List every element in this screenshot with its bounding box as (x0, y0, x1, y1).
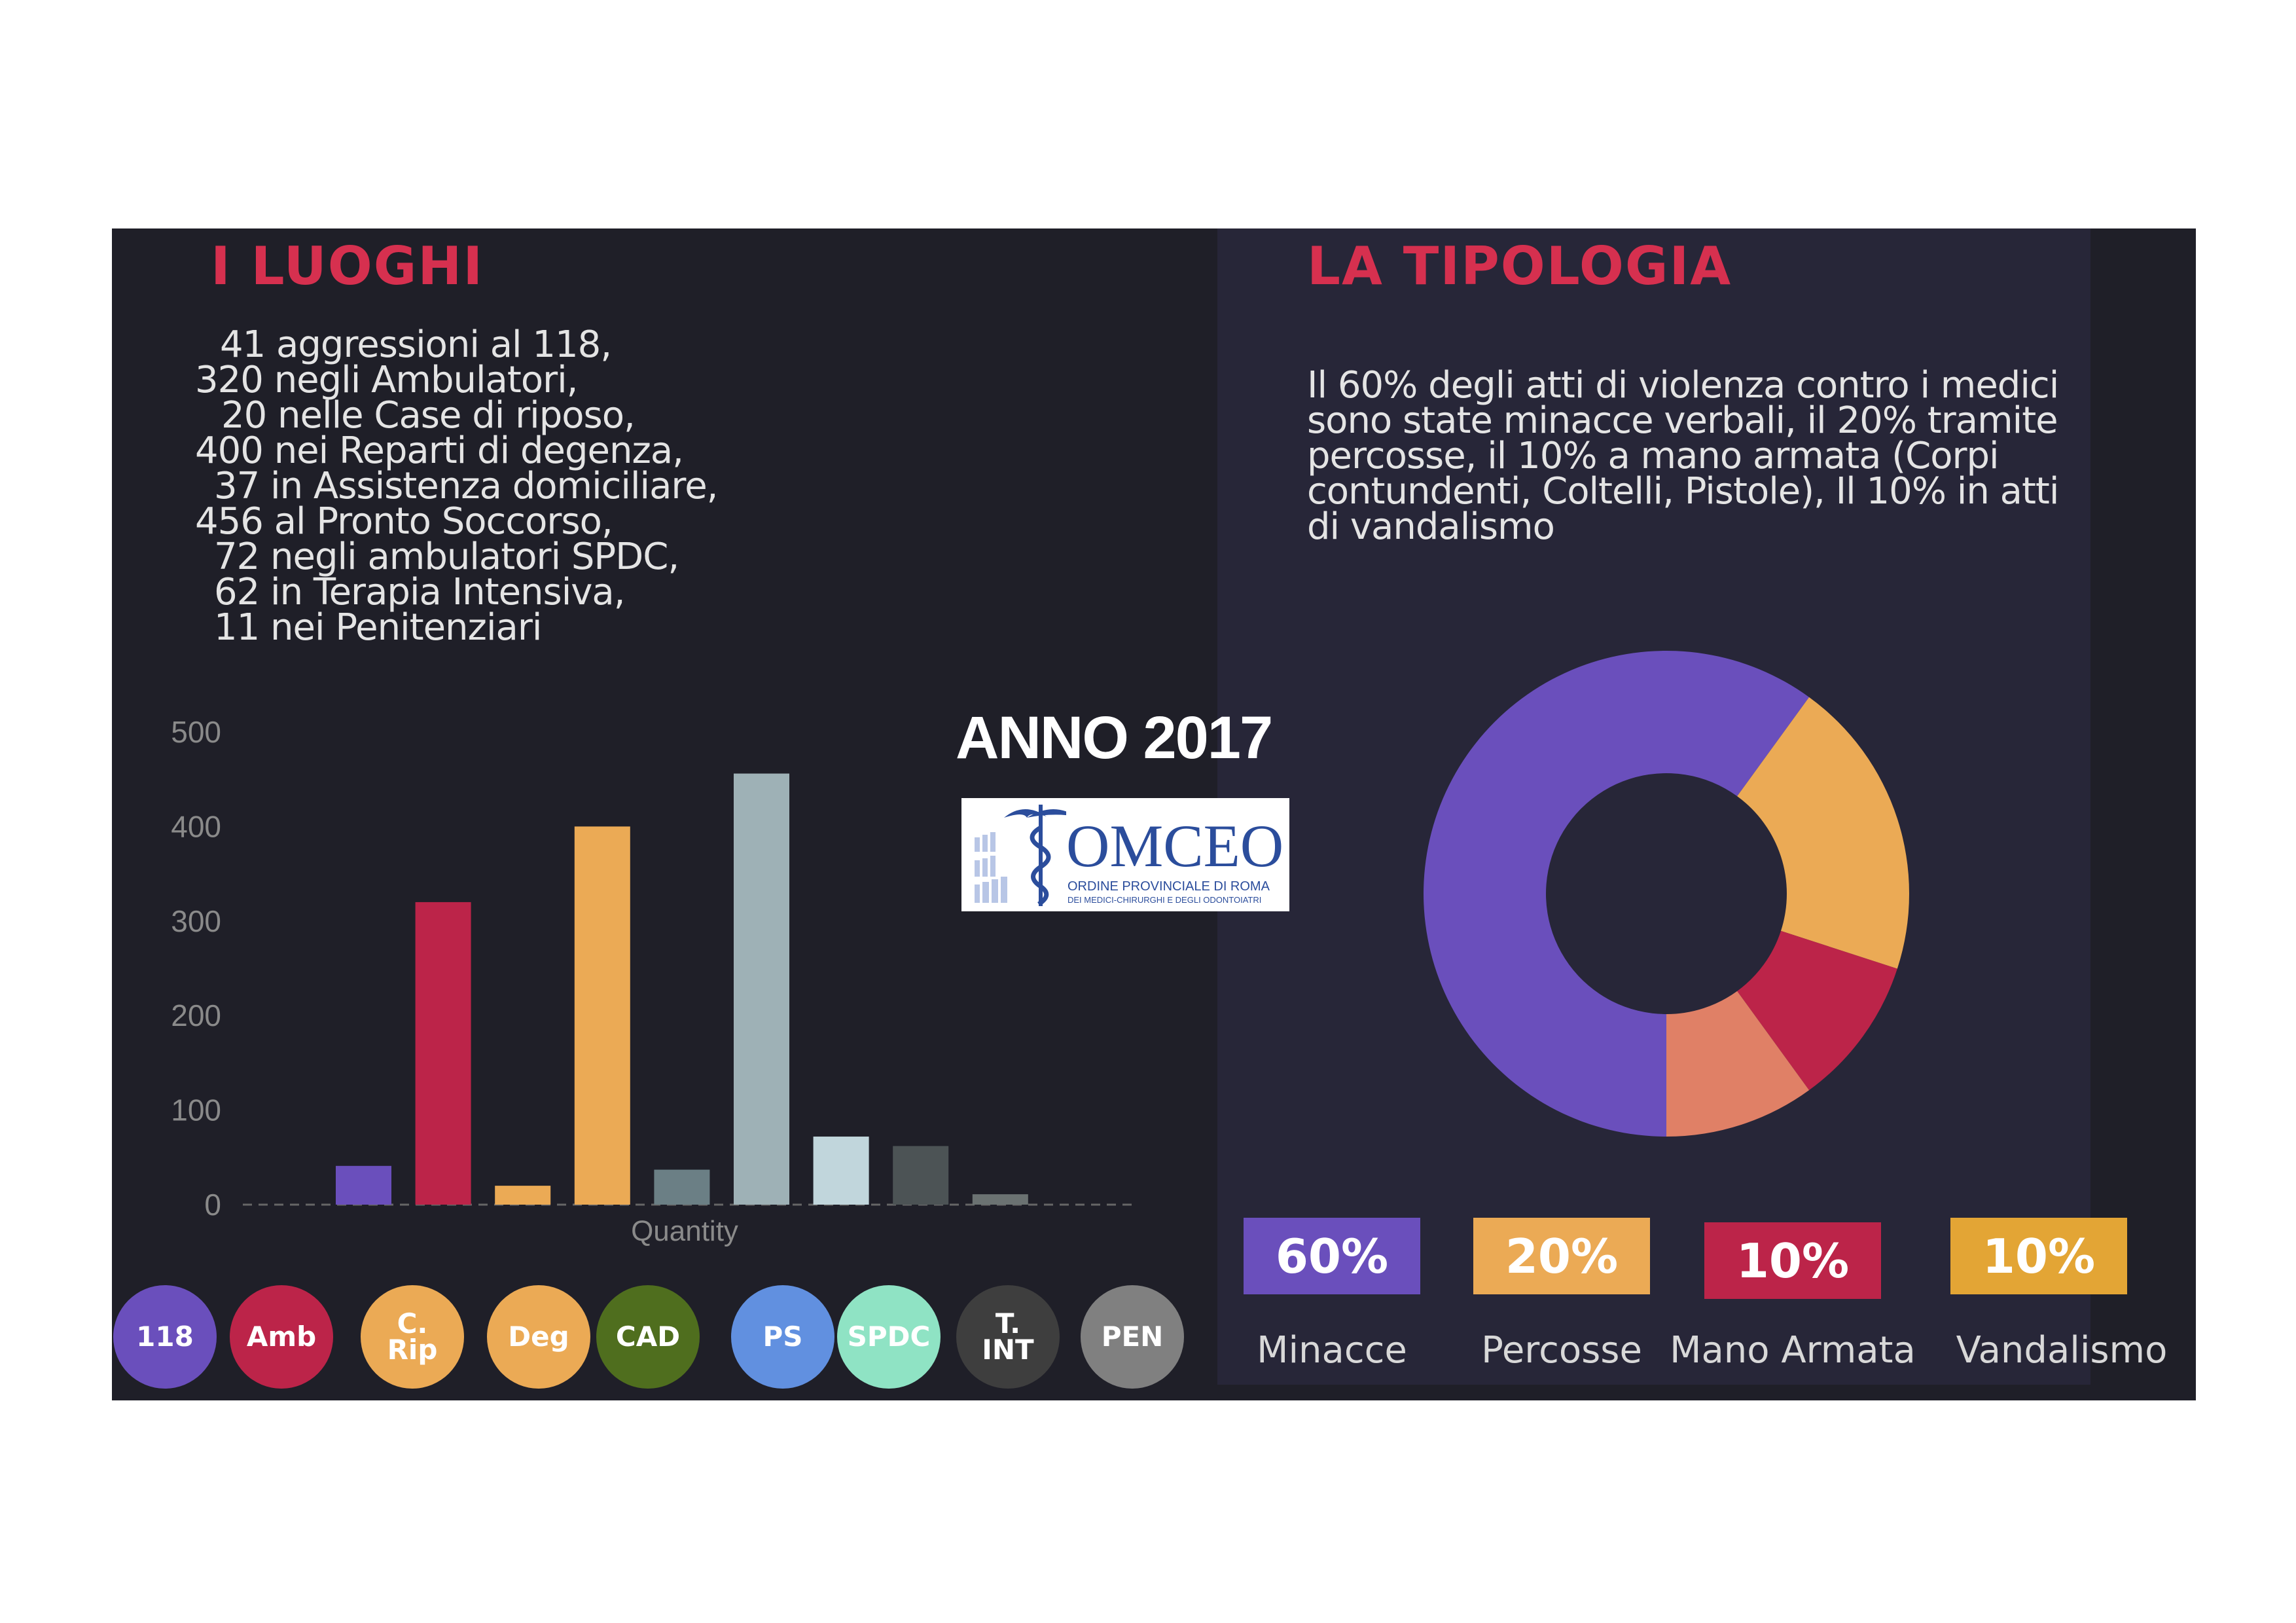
bar-amb (415, 902, 471, 1205)
luoghi-line: 20 nelle Case di riposo, (221, 394, 636, 437)
bar-spdc (813, 1137, 869, 1205)
x-axis-label: Quantity (631, 1215, 738, 1247)
bar-tint (893, 1146, 949, 1205)
legend-badge: SPDC (837, 1285, 941, 1389)
percent-box: 20% (1473, 1218, 1650, 1294)
luoghi-line: 400 nei Reparti di degenza, (195, 429, 684, 472)
year-label: ANNO 2017 (956, 704, 1273, 771)
donut-slice-vandalismo (1666, 991, 1810, 1137)
tipologia-title: LA TIPOLOGIA (1307, 236, 1732, 297)
legend-badge: PS (731, 1285, 834, 1389)
y-tick-label: 400 (171, 809, 221, 843)
percent-box: 10% (1950, 1218, 2127, 1294)
luoghi-text: 41 aggressioni al 118, 320 negli Ambulat… (195, 323, 718, 649)
y-tick-label: 0 (204, 1188, 221, 1222)
luoghi-line: 62 in Terapia Intensiva, (214, 571, 626, 613)
luoghi-line: 11 nei Penitenziari (214, 606, 542, 649)
y-tick-label: 500 (171, 715, 221, 749)
percent-label: Minacce (1257, 1329, 1407, 1372)
logo-name: OMCEO (1066, 812, 1284, 879)
legend-badge: PEN (1081, 1285, 1184, 1389)
donut-slice-minacce (1424, 650, 1810, 1137)
legend-badge: CAD (596, 1285, 700, 1389)
legend-badge: C. Rip (361, 1285, 464, 1389)
percent-label: Mano Armata (1670, 1329, 1916, 1372)
legend-badge: T. INT (956, 1285, 1060, 1389)
luoghi-line: 41 aggressioni al 118, (220, 323, 612, 366)
donut-slice-percosse (1737, 697, 1909, 969)
y-tick-label: 200 (171, 998, 221, 1032)
bar-pen (972, 1194, 1028, 1205)
percent-box: 60% (1244, 1218, 1420, 1294)
percent-label: Vandalismo (1956, 1329, 2168, 1372)
luoghi-line: 37 in Assistenza domiciliare, (214, 465, 718, 507)
luoghi-line: 72 negli ambulatori SPDC, (214, 536, 679, 578)
y-tick-label: 300 (171, 904, 221, 938)
y-tick-label: 100 (171, 1093, 221, 1127)
percent-box: 10% (1704, 1222, 1881, 1299)
bar-crip (495, 1186, 551, 1205)
legend-badge: Amb (230, 1285, 333, 1389)
donut-slice-mano-armata (1737, 930, 1897, 1091)
tipologia-text: Il 60% degli atti di violenza contro i m… (1307, 364, 2059, 548)
omceo-logo: OMCEO ORDINE PROVINCIALE DI ROMA DEI MED… (961, 798, 1289, 911)
legend-badge: 118 (113, 1285, 217, 1389)
bar-deg (574, 826, 630, 1205)
logo-line2: DEI MEDICI-CHIRURGHI E DEGLI ODONTOIATRI (1067, 895, 1262, 905)
bar-cad (654, 1169, 710, 1205)
bar-118 (336, 1165, 391, 1205)
luoghi-title: I LUOGHI (211, 236, 484, 297)
luoghi-line: 320 negli Ambulatori, (195, 359, 578, 401)
percent-label: Percosse (1481, 1329, 1642, 1372)
logo-line1: ORDINE PROVINCIALE DI ROMA (1067, 879, 1270, 894)
legend-badge: Deg (487, 1285, 590, 1389)
bar-ps (734, 773, 789, 1205)
caduceus-icon (975, 805, 1066, 906)
tipologia-panel (1217, 228, 2090, 1385)
luoghi-line: 456 al Pronto Soccorso, (195, 500, 613, 543)
